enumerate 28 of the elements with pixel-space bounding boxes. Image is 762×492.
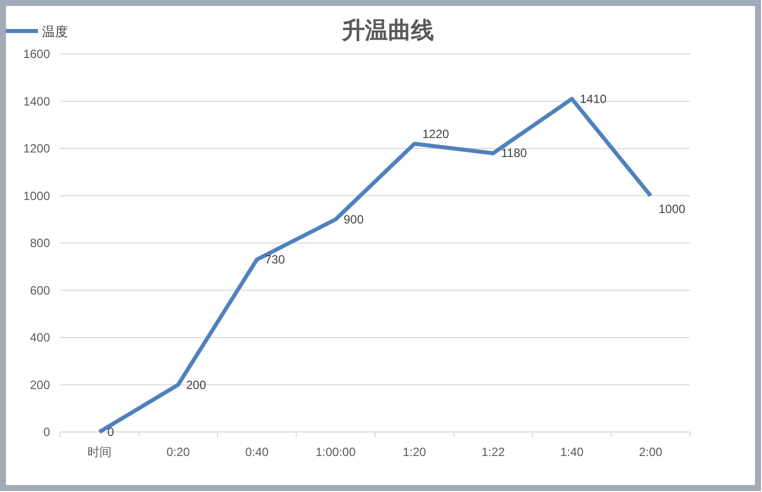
y-tick-label: 1400 <box>23 94 50 108</box>
data-label: 1000 <box>658 202 686 216</box>
y-tick-label: 800 <box>30 236 50 250</box>
x-tick-label: 0:20 <box>166 445 190 459</box>
y-tick-label: 1600 <box>23 47 50 61</box>
legend: 温度 <box>6 24 68 39</box>
y-tick-label: 200 <box>30 378 50 392</box>
data-label: 1180 <box>501 146 528 160</box>
data-label: 730 <box>264 252 286 267</box>
y-tick-label: 1200 <box>23 142 50 156</box>
x-tick-label: 2:00 <box>638 445 663 459</box>
x-tick-label: 1:00:00 <box>316 445 356 459</box>
x-tick-label: 0:40 <box>245 445 269 459</box>
chart-title: 升温曲线 <box>341 17 434 43</box>
data-label: 1410 <box>580 92 607 106</box>
x-tick-label: 时间 <box>87 445 112 459</box>
y-tick-label: 400 <box>30 330 50 344</box>
x-tick-label: 1:22 <box>481 445 506 459</box>
y-tick-label: 0 <box>43 425 50 439</box>
legend-label: 温度 <box>42 24 68 39</box>
y-tick-label: 600 <box>30 283 50 298</box>
data-label: 1220 <box>422 126 450 141</box>
data-label: 200 <box>186 378 206 392</box>
y-tick-label: 1000 <box>23 188 50 203</box>
x-tick-label: 1:20 <box>402 445 426 459</box>
data-label: 900 <box>344 212 364 226</box>
data-label: 0 <box>107 425 114 439</box>
x-tick-label: 1:40 <box>560 445 584 459</box>
